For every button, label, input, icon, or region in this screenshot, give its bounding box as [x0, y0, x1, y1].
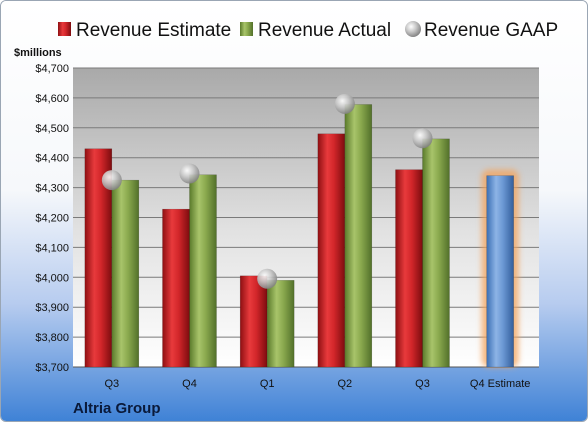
bar-revenue-actual [111, 179, 140, 368]
gaap-marker [257, 268, 278, 289]
bar-revenue-actual [422, 138, 450, 368]
y-axis: $3,700 $3,800 $3,900 $4,000 $4,100 $4,200 $4,3… [35, 63, 539, 374]
bar-revenue-estimate [317, 133, 346, 368]
x-tick-label: Q4 [182, 378, 197, 390]
bars [84, 104, 519, 368]
gaap-marker [101, 170, 122, 191]
bar-revenue-estimate [239, 275, 268, 368]
x-tick-label: Q3 [415, 378, 430, 390]
bar-revenue-actual [189, 174, 217, 368]
legend-swatch-revenue-estimate [58, 22, 71, 36]
gaap-markers [101, 93, 433, 289]
bar-revenue-estimate [162, 208, 190, 368]
gaap-marker [412, 128, 433, 149]
y-tick-label: $4,600 [35, 93, 69, 105]
legend-swatch-revenue-actual [240, 22, 253, 36]
y-tick-label: $3,800 [35, 332, 69, 344]
gridlines [73, 67, 539, 368]
bar-forecast [486, 175, 514, 368]
bar-revenue-actual [344, 104, 373, 368]
x-tick-label: Q4 Estimate [470, 378, 531, 390]
y-tick-label: $4,500 [35, 123, 69, 135]
y-tick-label: $4,100 [35, 242, 69, 254]
y-tick-label: $4,400 [35, 153, 69, 165]
legend-marker-revenue-gaap [405, 21, 421, 37]
gaap-marker [334, 93, 355, 114]
company-name: Altria Group [73, 400, 161, 417]
legend-label-revenue-gaap: Revenue GAAP [424, 20, 558, 41]
x-axis: Q3 Q4 Q1 Q2 Q3 Q4 Estimate [104, 378, 530, 390]
legend-label-revenue-actual: Revenue Actual [258, 20, 391, 41]
x-tick-label: Q3 [104, 378, 119, 390]
gaap-marker [179, 163, 200, 184]
x-tick-label: Q2 [337, 378, 352, 390]
legend: Revenue Estimate Revenue Actual Revenue GA… [58, 20, 558, 41]
legend-label-revenue-estimate: Revenue Estimate [76, 20, 231, 41]
y-axis-label: $millions [14, 47, 62, 59]
bar-revenue-estimate [395, 169, 423, 368]
x-tick-label: Q1 [260, 378, 275, 390]
y-tick-label: $4,300 [35, 183, 69, 195]
y-tick-label: $4,000 [35, 272, 69, 284]
bar-revenue-actual [266, 280, 295, 368]
y-tick-label: $3,700 [35, 362, 69, 374]
y-tick-label: $4,200 [35, 213, 69, 225]
y-tick-label: $4,700 [35, 63, 69, 75]
y-tick-label: $3,900 [35, 302, 69, 314]
